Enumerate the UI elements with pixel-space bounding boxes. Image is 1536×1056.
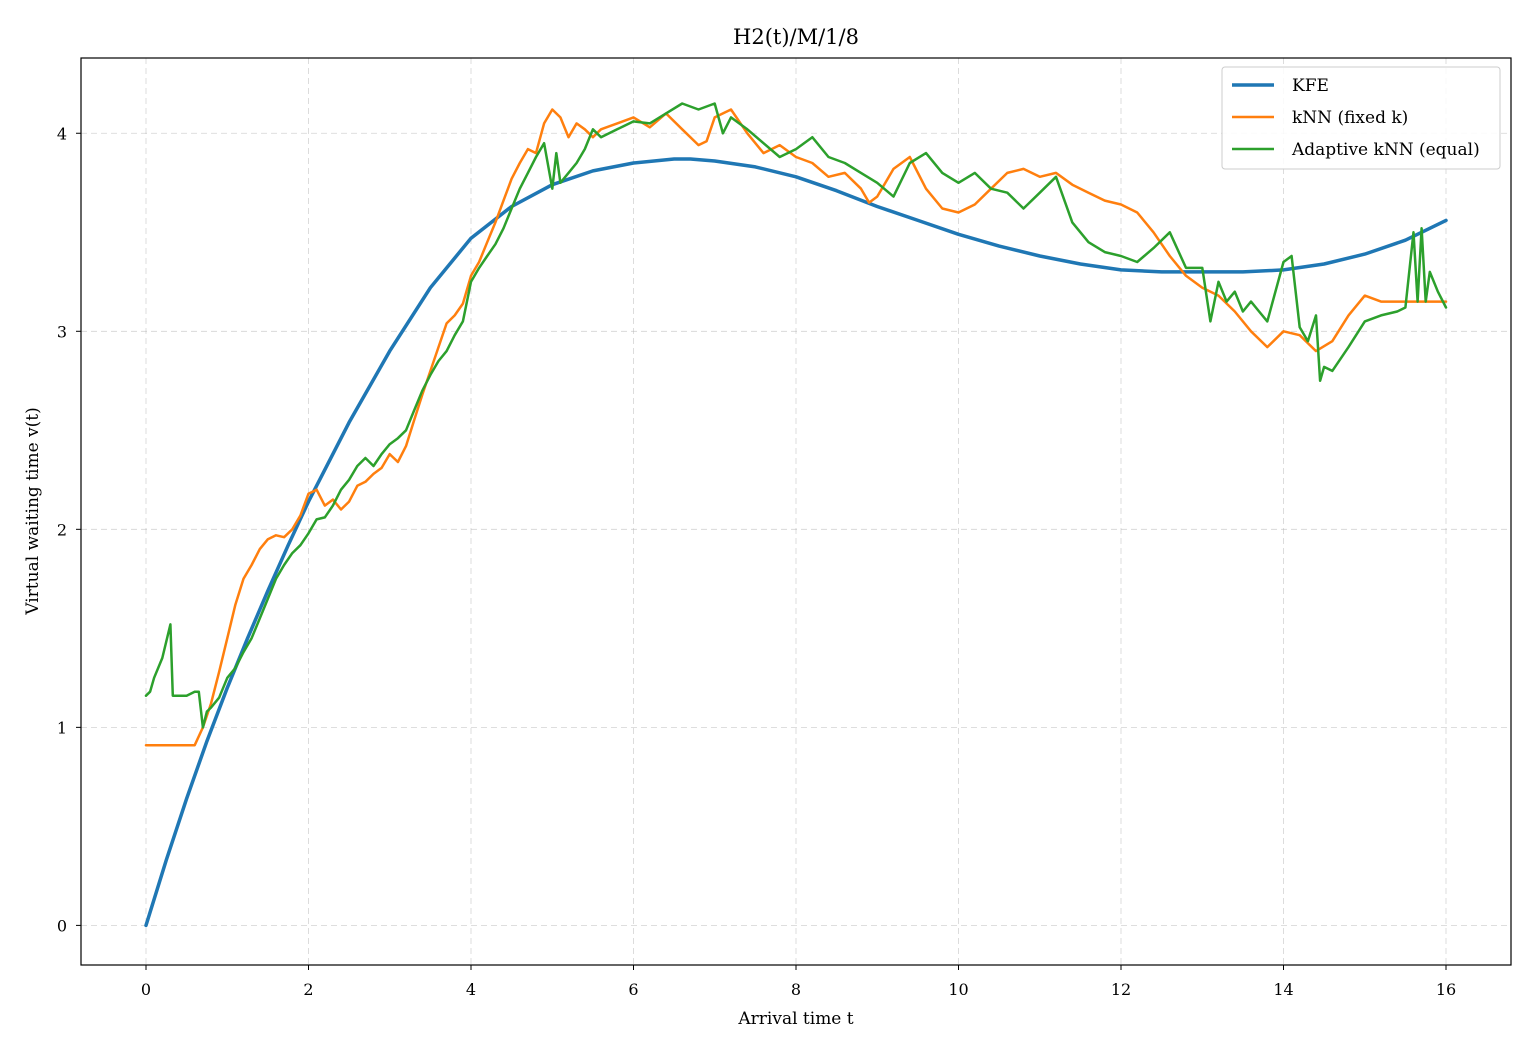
x-tick-label: 8	[791, 980, 801, 999]
x-tick-label: 6	[628, 980, 638, 999]
x-tick-label: 4	[466, 980, 476, 999]
y-tick-label: 1	[57, 718, 67, 737]
legend-label-0: KFE	[1292, 76, 1329, 96]
y-tick-label: 4	[57, 124, 67, 143]
y-tick-label: 2	[57, 520, 67, 539]
y-axis-label: Virtual waiting time v(t)	[23, 407, 43, 615]
x-axis-label: Arrival time t	[737, 1009, 853, 1029]
y-tick-label: 0	[57, 916, 67, 935]
series-line-0	[144, 157, 1448, 928]
series-line-2	[144, 102, 1448, 729]
legend-box	[1221, 66, 1501, 170]
legend: KFE kNN (fixed k) Adaptive kNN (equal)	[1221, 66, 1501, 170]
x-tick-label: 16	[1436, 980, 1456, 999]
y-tick-label: 3	[57, 322, 67, 341]
legend-label-1: kNN (fixed k)	[1292, 108, 1408, 128]
x-tick-label: 2	[303, 980, 313, 999]
x-tick-label: 0	[141, 980, 151, 999]
grid-lines	[81, 58, 1511, 965]
series-line-1	[144, 108, 1448, 747]
chart-title: H2(t)/M/1/8	[733, 25, 859, 49]
x-tick-label: 10	[948, 980, 968, 999]
legend-label-2: Adaptive kNN (equal)	[1291, 140, 1480, 160]
series-layer	[144, 102, 1448, 928]
x-tick-label: 14	[1273, 980, 1293, 999]
x-tick-label: 12	[1111, 980, 1131, 999]
